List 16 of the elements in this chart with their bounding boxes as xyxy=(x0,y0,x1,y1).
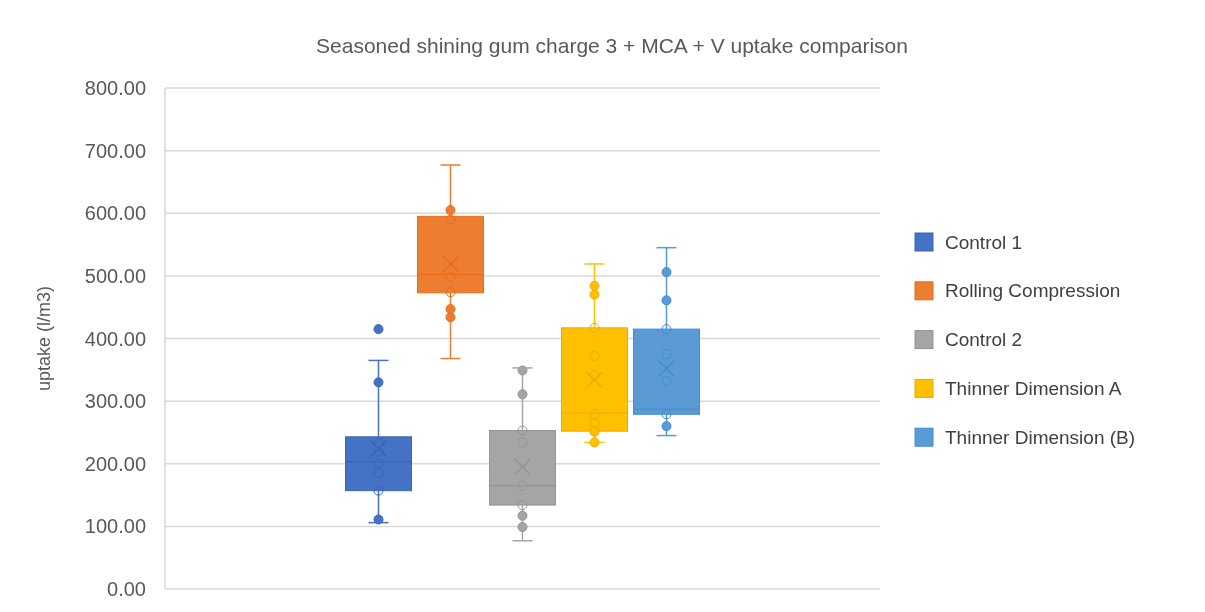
y-tick-label: 0.00 xyxy=(107,578,146,600)
legend-label: Rolling Compression xyxy=(945,280,1121,302)
legend-label: Thinner Dimension (B) xyxy=(945,426,1136,448)
legend-label: Control 1 xyxy=(945,231,1023,253)
y-tick-label: 600.00 xyxy=(84,202,146,225)
y-tick-label: 200.00 xyxy=(84,452,146,475)
chart-title: Seasoned shining gum charge 3 + MCA + V uptake comparison xyxy=(316,34,908,57)
y-tick-label: 500.00 xyxy=(84,264,146,287)
legend-label: Control 2 xyxy=(945,329,1023,351)
y-tick-label: 300.00 xyxy=(84,390,146,413)
y-axis-title: uptake (l/m3) xyxy=(34,285,54,392)
legend-label: Thinner Dimension A xyxy=(945,378,1122,400)
y-tick-label: 100.00 xyxy=(84,515,146,538)
y-tick-label: 800.00 xyxy=(84,77,146,99)
y-tick-label: 400.00 xyxy=(84,327,146,350)
y-tick-label: 700.00 xyxy=(84,139,146,162)
